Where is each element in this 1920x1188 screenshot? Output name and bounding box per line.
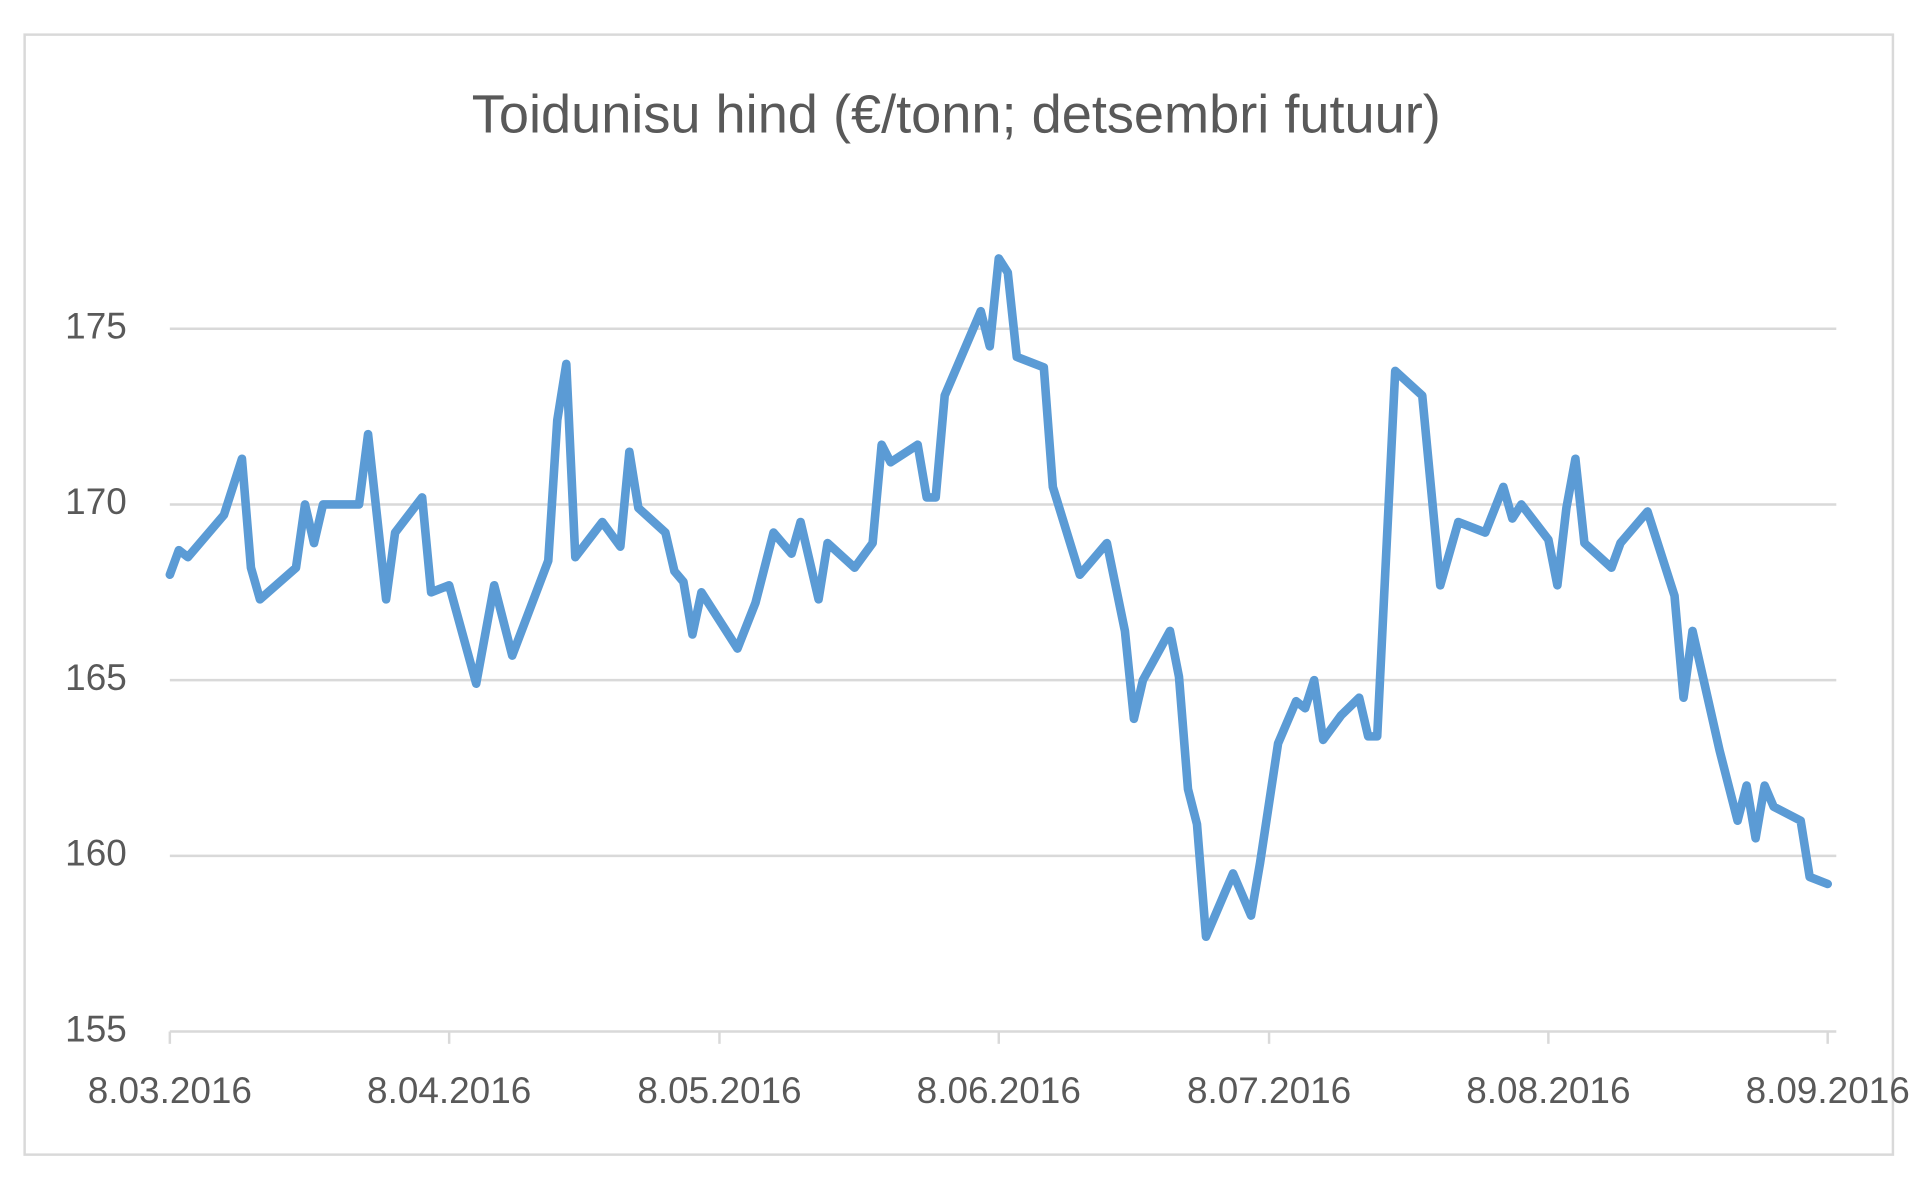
data-line — [165, 254, 1833, 941]
x-tick-label: 8.07.2016 — [1187, 1070, 1351, 1111]
chart-title: Toidunisu hind (€/tonn; detsembri futuur… — [472, 85, 1441, 145]
y-tick-label: 165 — [65, 657, 127, 698]
x-tick-label: 8.08.2016 — [1466, 1070, 1630, 1111]
y-tick-label: 170 — [65, 481, 127, 522]
x-tick-label: 8.03.2016 — [88, 1070, 252, 1111]
x-tick-label: 8.09.2016 — [1746, 1070, 1910, 1111]
y-tick-label: 160 — [65, 833, 127, 874]
x-tick-label: 8.06.2016 — [917, 1070, 1081, 1111]
x-tick-label: 8.05.2016 — [637, 1070, 801, 1111]
y-tick-label: 175 — [65, 306, 127, 347]
x-tick-label: 8.04.2016 — [367, 1070, 531, 1111]
chart-frame — [23, 33, 1895, 1156]
y-tick-label: 155 — [65, 1008, 127, 1049]
